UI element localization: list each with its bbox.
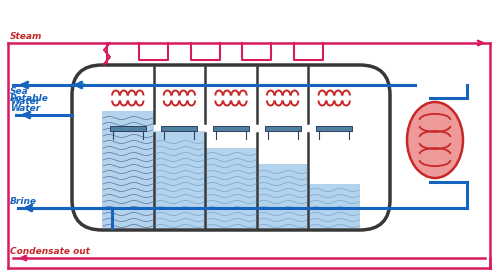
Bar (212, 126, 248, 131)
Bar (161, 126, 197, 131)
Bar (308, 184, 359, 228)
Bar (110, 126, 146, 131)
Text: Steam: Steam (10, 32, 42, 41)
Bar (205, 148, 257, 228)
Bar (102, 111, 153, 228)
Ellipse shape (406, 102, 462, 178)
Text: Brine: Brine (10, 197, 37, 206)
Text: Condensate out: Condensate out (10, 247, 90, 256)
Text: Sea
Water: Sea Water (10, 87, 40, 106)
Bar (257, 164, 308, 228)
Text: Potable
Water: Potable Water (10, 94, 49, 113)
Bar (153, 131, 205, 228)
FancyBboxPatch shape (72, 65, 389, 230)
Bar (316, 126, 352, 131)
Bar (264, 126, 300, 131)
